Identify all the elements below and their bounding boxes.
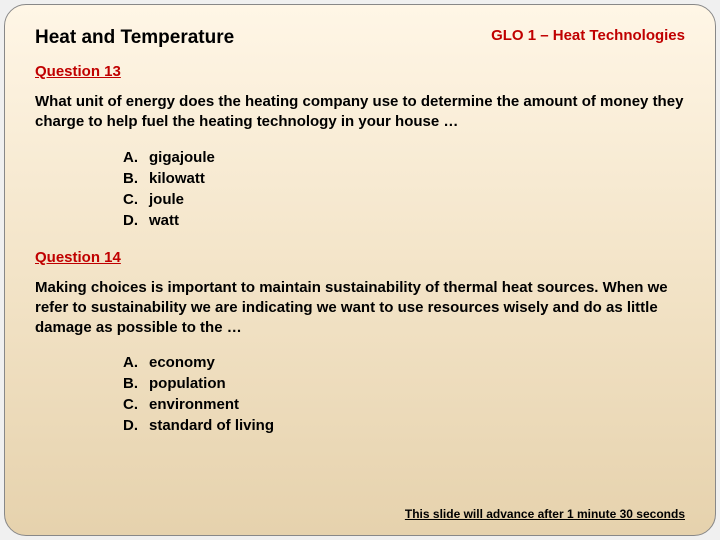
option-text: standard of living bbox=[149, 415, 274, 436]
option-row: C. environment bbox=[123, 394, 685, 415]
option-row: D. watt bbox=[123, 210, 685, 231]
option-text: kilowatt bbox=[149, 168, 205, 189]
option-letter: B. bbox=[123, 373, 149, 394]
option-letter: A. bbox=[123, 352, 149, 373]
slide-title: Heat and Temperature bbox=[35, 27, 234, 49]
option-letter: C. bbox=[123, 394, 149, 415]
question-13-options: A. gigajoule B. kilowatt C. joule D. wat… bbox=[123, 147, 685, 231]
slide-footer: This slide will advance after 1 minute 3… bbox=[405, 507, 685, 521]
slide-header: Heat and Temperature GLO 1 – Heat Techno… bbox=[35, 27, 685, 49]
option-letter: C. bbox=[123, 189, 149, 210]
option-letter: D. bbox=[123, 210, 149, 231]
option-row: D. standard of living bbox=[123, 415, 685, 436]
option-text: gigajoule bbox=[149, 147, 215, 168]
option-row: C. joule bbox=[123, 189, 685, 210]
option-text: watt bbox=[149, 210, 179, 231]
option-text: environment bbox=[149, 394, 239, 415]
slide-container: Heat and Temperature GLO 1 – Heat Techno… bbox=[4, 4, 716, 536]
option-letter: A. bbox=[123, 147, 149, 168]
option-row: A. gigajoule bbox=[123, 147, 685, 168]
option-row: B. kilowatt bbox=[123, 168, 685, 189]
option-text: joule bbox=[149, 189, 184, 210]
option-letter: B. bbox=[123, 168, 149, 189]
option-row: A. economy bbox=[123, 352, 685, 373]
option-row: B. population bbox=[123, 373, 685, 394]
option-letter: D. bbox=[123, 415, 149, 436]
question-14-label: Question 14 bbox=[35, 249, 685, 266]
question-13-label: Question 13 bbox=[35, 63, 685, 80]
question-14-options: A. economy B. population C. environment … bbox=[123, 352, 685, 436]
question-13-text: What unit of energy does the heating com… bbox=[35, 92, 685, 133]
slide-subtitle: GLO 1 – Heat Technologies bbox=[491, 27, 685, 44]
option-text: economy bbox=[149, 352, 215, 373]
option-text: population bbox=[149, 373, 226, 394]
question-14-text: Making choices is important to maintain … bbox=[35, 278, 685, 339]
